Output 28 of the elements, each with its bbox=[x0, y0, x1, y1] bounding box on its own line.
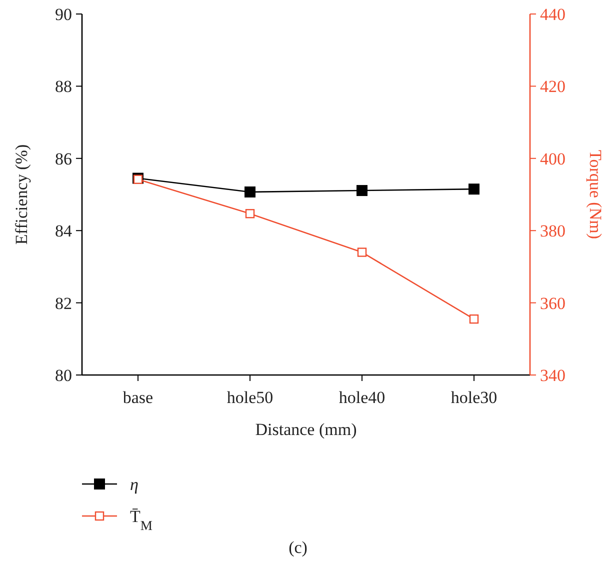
y-axis-title: Efficiency (%) bbox=[12, 144, 31, 245]
text: (c) bbox=[288, 538, 308, 557]
x-tick-label: hole30 bbox=[450, 388, 498, 407]
point bbox=[244, 186, 256, 198]
x-axis-title: Distance (mm) bbox=[255, 420, 357, 439]
y2-tick-label: 420 bbox=[540, 77, 566, 96]
y-tick-label: 86 bbox=[55, 149, 72, 168]
legend-label: T̄$_{M}$ bbox=[130, 506, 152, 532]
x-tick-label: base bbox=[122, 388, 154, 407]
y-tick-label: 84 bbox=[55, 222, 72, 241]
point bbox=[245, 209, 255, 218]
y-tick-label: 88 bbox=[55, 77, 72, 96]
y-tick-label: 82 bbox=[55, 294, 72, 313]
y2-tick-label: 340 bbox=[540, 366, 566, 385]
point bbox=[469, 314, 479, 324]
point bbox=[357, 248, 367, 257]
point bbox=[468, 184, 480, 195]
y2-axis-title: Torque (Nm) bbox=[586, 150, 605, 239]
x-tick-label: hole40 bbox=[338, 388, 386, 407]
y2-tick-label: 440 bbox=[540, 4, 566, 24]
y-tick-label: 90 bbox=[55, 4, 72, 24]
y2-tick-label: 360 bbox=[540, 294, 566, 313]
x-tick-label: hole50 bbox=[226, 388, 274, 407]
y2-tick-label: 380 bbox=[540, 222, 566, 241]
y2-tick-label: 400 bbox=[540, 149, 566, 168]
point bbox=[356, 185, 368, 196]
y-tick-label: 80 bbox=[55, 366, 72, 385]
legend-label: η bbox=[130, 474, 138, 494]
